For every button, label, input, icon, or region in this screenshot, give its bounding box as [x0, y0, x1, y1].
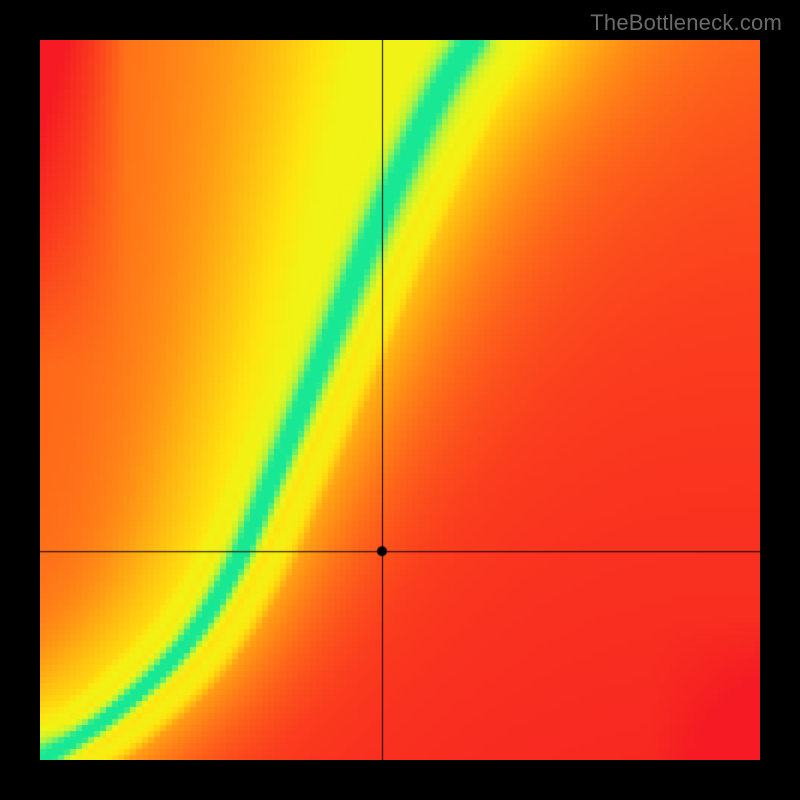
- chart-container: TheBottleneck.com: [0, 0, 800, 800]
- bottleneck-heatmap: [40, 40, 760, 760]
- watermark-label: TheBottleneck.com: [590, 10, 782, 36]
